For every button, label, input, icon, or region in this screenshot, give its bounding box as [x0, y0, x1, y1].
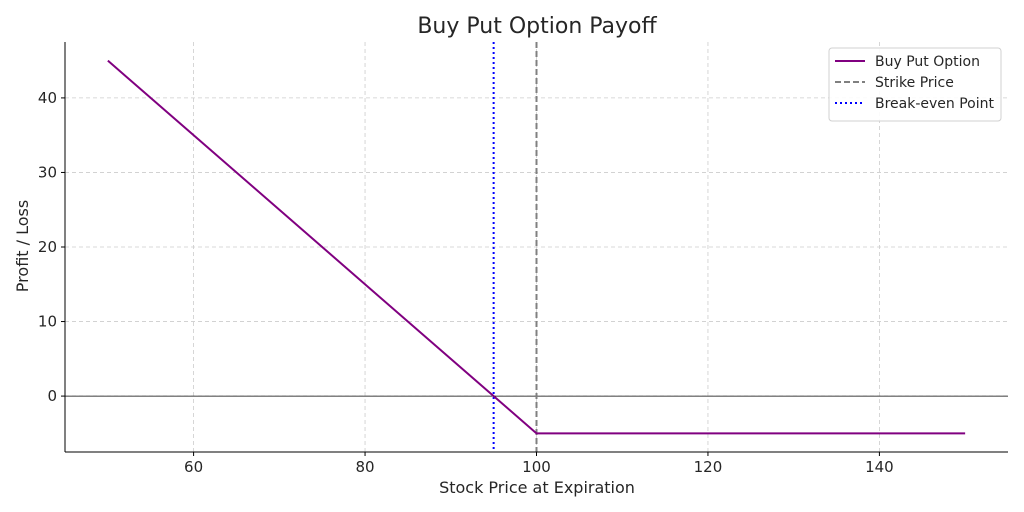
legend: Buy Put Option Strike Price Break-even Poi…: [828, 47, 1002, 122]
x-axis-label: Stock Price at Expiration: [439, 478, 635, 497]
x-tick-label: 80: [355, 458, 374, 476]
y-tick-label: 0: [47, 387, 57, 405]
y-tick-label: 40: [38, 89, 57, 107]
legend-box: [828, 47, 1002, 122]
x-tick-label: 100: [522, 458, 551, 476]
y-tick-label: 10: [38, 313, 57, 331]
series-lines: [107, 59, 966, 435]
reference-lines: [65, 42, 1008, 452]
y-axis-label: Profit / Loss: [13, 200, 32, 292]
y-tick-label: 20: [38, 238, 57, 256]
x-tick-label: 140: [865, 458, 894, 476]
chart-title: Buy Put Option Payoff: [417, 14, 657, 39]
y-tick-label: 30: [38, 163, 57, 181]
tick-labels: 60 80 100 120 140 0 10 20 30 40: [38, 89, 894, 476]
x-tick-label: 120: [694, 458, 723, 476]
x-tick-label: 60: [184, 458, 203, 476]
legend-entry-label: Buy Put Option: [875, 54, 980, 70]
legend-entry-label: Break-even Point: [875, 96, 995, 112]
legend-entry-label: Strike Price: [875, 75, 954, 91]
payoff-line: [107, 59, 966, 435]
